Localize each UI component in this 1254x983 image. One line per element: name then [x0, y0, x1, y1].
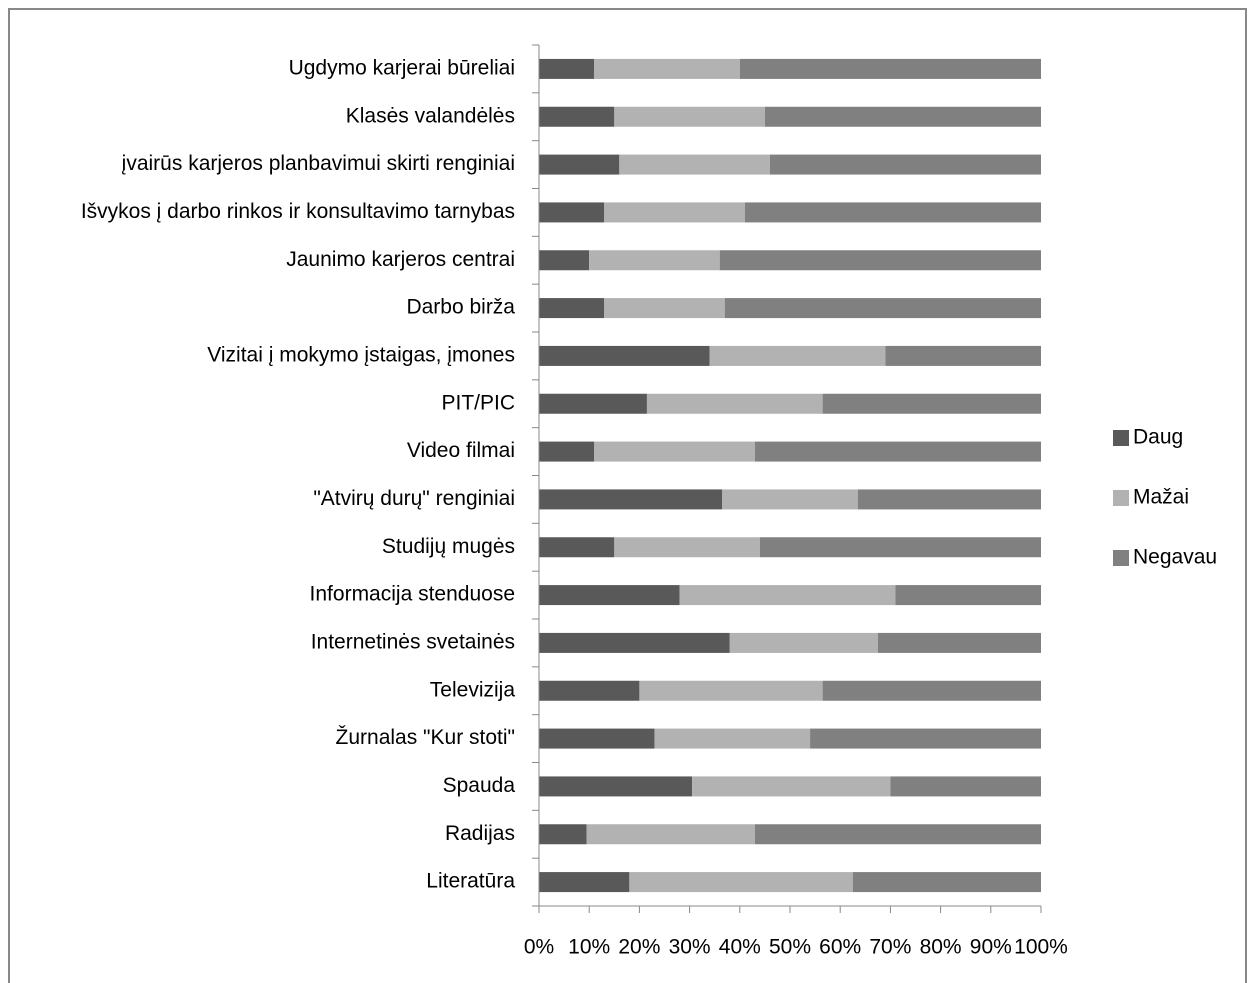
bar-segment — [539, 58, 595, 79]
bar-segment — [764, 106, 1041, 127]
x-tick-label: 40% — [719, 936, 761, 959]
bar-segment — [895, 585, 1041, 606]
y-tick-label: "Atvirų durų" renginiai — [313, 487, 515, 510]
bar-segment — [539, 393, 647, 414]
bar-segment — [594, 58, 740, 79]
y-tick-label: Išvykos į darbo rinkos ir konsultavimo t… — [81, 200, 515, 223]
y-tick-label: įvairūs karjeros planbavimui skirti reng… — [122, 152, 515, 175]
y-tick-label: Informacija stenduose — [310, 583, 515, 606]
x-tick-label: 50% — [769, 936, 811, 959]
bar-segment — [539, 106, 615, 127]
bar-segment — [539, 345, 710, 366]
bar-segment — [539, 250, 590, 271]
bar-segment — [759, 537, 1041, 558]
y-tick-label: Vizitai į mokymo įstaigas, įmones — [207, 343, 515, 366]
x-tick-label: 60% — [819, 936, 861, 959]
bar-segment — [822, 680, 1041, 701]
y-tick-label: Televizija — [430, 678, 516, 701]
bar-segment — [539, 154, 620, 175]
bar-segment — [539, 489, 723, 510]
y-tick-label: Internetinės svetainės — [311, 630, 515, 653]
x-tick-label: 90% — [970, 936, 1012, 959]
bar-segment — [877, 632, 1041, 653]
bar-segment — [722, 489, 858, 510]
bar-segment — [619, 154, 770, 175]
bar-segment — [654, 728, 811, 749]
x-tick-label: 10% — [568, 936, 610, 959]
bar-segment — [639, 680, 823, 701]
x-tick-label: 70% — [869, 936, 911, 959]
bar-segment — [810, 728, 1041, 749]
y-tick-label: Darbo birža — [406, 296, 515, 319]
bar-segment — [604, 298, 725, 319]
bar-segment — [885, 345, 1041, 366]
x-tick-label: 100% — [1014, 936, 1068, 959]
bar-segment — [586, 824, 755, 845]
y-tick-label: PIT/PIC — [441, 391, 515, 414]
bar-segment — [539, 680, 640, 701]
bar-segment — [890, 776, 1041, 797]
bar-segment — [857, 489, 1041, 510]
bar-segment — [539, 298, 605, 319]
chart-frame — [8, 8, 1247, 983]
bar-segment — [614, 537, 760, 558]
bar-segment — [709, 345, 886, 366]
legend-label: Mažai — [1133, 486, 1189, 509]
bar-segment — [719, 250, 1041, 271]
bar-segment — [769, 154, 1041, 175]
y-tick-label: Žurnalas "Kur stoti" — [336, 726, 515, 749]
y-tick-label: Ugdymo karjerai būreliai — [289, 56, 515, 79]
x-tick-label: 20% — [618, 936, 660, 959]
bar-segment — [539, 202, 605, 223]
bar-segment — [589, 250, 720, 271]
bar-segment — [646, 393, 823, 414]
y-tick-label: Jaunimo karjeros centrai — [286, 248, 515, 271]
bar-segment — [594, 441, 755, 462]
bar-segment — [614, 106, 765, 127]
bar-segment — [604, 202, 745, 223]
bar-segment — [629, 872, 853, 893]
bar-segment — [739, 58, 1041, 79]
bar-segment — [539, 537, 615, 558]
x-tick-label: 30% — [669, 936, 711, 959]
legend-swatch — [1113, 550, 1129, 566]
y-tick-label: Literatūra — [426, 870, 515, 893]
x-tick-label: 80% — [920, 936, 962, 959]
y-tick-label: Radijas — [445, 822, 515, 845]
y-tick-label: Video filmai — [407, 439, 515, 462]
y-tick-label: Klasės valandėlės — [346, 104, 515, 127]
bar-segment — [692, 776, 891, 797]
bar-segment — [822, 393, 1041, 414]
legend-label: Negavau — [1133, 546, 1217, 569]
bar-segment — [539, 776, 693, 797]
bar-segment — [754, 824, 1041, 845]
bar-segment — [539, 824, 587, 845]
bar-segment — [724, 298, 1041, 319]
bar-segment — [539, 728, 655, 749]
legend-swatch — [1113, 490, 1129, 506]
bar-segment — [539, 441, 595, 462]
y-tick-label: Spauda — [443, 774, 516, 797]
bar-segment — [679, 585, 896, 606]
bar-segment — [539, 632, 730, 653]
y-tick-label: Studijų mugės — [382, 535, 515, 558]
legend-swatch — [1113, 430, 1129, 446]
legend-label: Daug — [1133, 426, 1183, 449]
bar-segment — [852, 872, 1041, 893]
bar-segment — [539, 585, 680, 606]
bar-segment — [754, 441, 1041, 462]
bar-segment — [539, 872, 630, 893]
x-tick-label: 0% — [524, 936, 554, 959]
bar-segment — [729, 632, 878, 653]
bar-segment — [744, 202, 1041, 223]
